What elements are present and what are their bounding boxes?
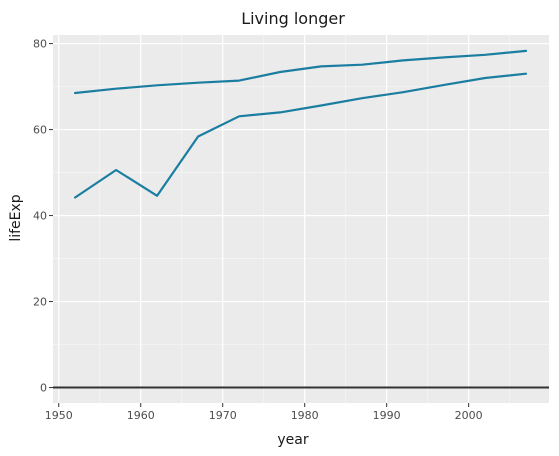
y-tick-label: 40 xyxy=(33,210,47,223)
plot-panel xyxy=(53,35,549,403)
y-tick-label: 80 xyxy=(33,38,47,51)
x-tick-label: 1950 xyxy=(45,409,73,422)
x-tick-label: 1960 xyxy=(127,409,155,422)
x-tick-label: 1970 xyxy=(209,409,237,422)
major-gridlines xyxy=(53,35,549,403)
series-line-1 xyxy=(73,49,528,95)
x-tick-label: 1990 xyxy=(373,409,401,422)
x-tick-label: 2000 xyxy=(455,409,483,422)
series-layer xyxy=(73,49,528,199)
chart-title: Living longer xyxy=(241,9,345,28)
series-line-2 xyxy=(73,72,528,199)
y-tick-label: 20 xyxy=(33,296,47,309)
x-axis-title: year xyxy=(277,432,308,448)
minor-gridlines xyxy=(53,35,549,403)
x-tick-label: 1980 xyxy=(291,409,319,422)
y-tick-label: 60 xyxy=(33,124,47,137)
y-axis-title: lifeExp xyxy=(8,194,24,241)
y-tick-label: 0 xyxy=(40,382,47,395)
axis-ticks: 1950 1960 1970 1980 1990 2000 0 20 40 60 80 xyxy=(33,38,483,422)
